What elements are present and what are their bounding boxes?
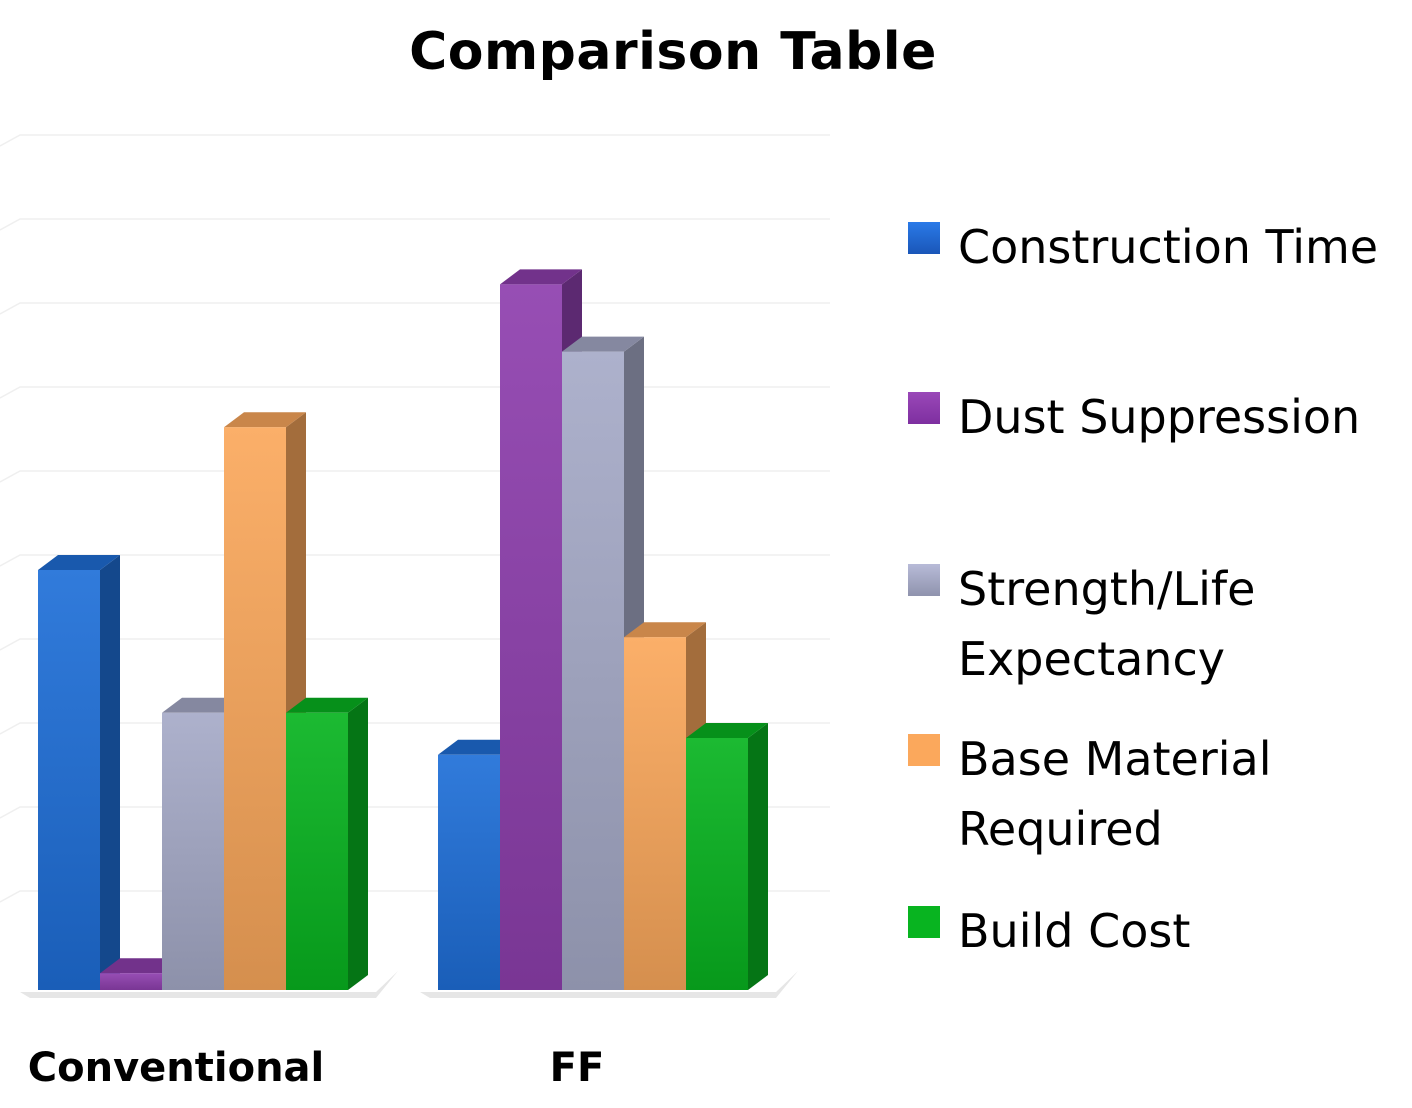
bar-top — [162, 697, 244, 713]
bar-top — [224, 412, 306, 428]
legend-swatch — [908, 906, 940, 938]
bar-front — [500, 284, 562, 990]
gridline — [0, 302, 830, 315]
bar-front — [286, 712, 348, 990]
bar-side — [348, 697, 368, 990]
legend-label: Base Material Required — [958, 732, 1272, 856]
bar-top — [438, 739, 520, 755]
bar-side — [748, 723, 768, 990]
floor-shadow — [20, 971, 398, 998]
bar-front — [562, 351, 624, 991]
bar-top — [100, 958, 182, 974]
legend-swatch — [908, 392, 940, 424]
legend-swatch — [908, 222, 940, 254]
bar-top — [562, 336, 644, 352]
gridline — [0, 470, 830, 483]
gridline — [0, 554, 830, 567]
bar-top — [38, 555, 120, 570]
bar-top — [286, 697, 368, 713]
legend-swatch — [908, 734, 940, 766]
gridline — [0, 386, 830, 399]
gridline — [0, 134, 830, 147]
bar-top — [686, 723, 768, 738]
bar-front — [162, 712, 224, 990]
bar-build-cost-ff — [686, 723, 768, 990]
bar-front — [224, 427, 286, 990]
bar-top — [500, 269, 582, 285]
bar-front — [38, 570, 100, 990]
gridline — [0, 218, 830, 231]
legend-swatch — [908, 564, 940, 596]
bar-top — [624, 622, 706, 638]
legend-label: Construction Time — [958, 220, 1379, 274]
legend-label: Strength/Life Expectancy — [958, 562, 1256, 686]
bar-front — [100, 973, 162, 990]
legend-label: Build Cost — [958, 904, 1191, 958]
bar-front — [686, 738, 748, 990]
bar-front — [624, 637, 686, 990]
chart-title: Comparison Table — [409, 22, 937, 82]
bar-construction-time-conventional — [38, 555, 120, 990]
floor-shadow — [420, 971, 798, 998]
bar-build-cost-conventional — [286, 697, 368, 990]
bar-front — [438, 754, 500, 990]
legend-label: Dust Suppression — [958, 390, 1361, 444]
category-label-ff: FF — [549, 1045, 605, 1091]
category-label-conventional: Conventional — [27, 1045, 325, 1091]
bar-side — [100, 555, 120, 990]
